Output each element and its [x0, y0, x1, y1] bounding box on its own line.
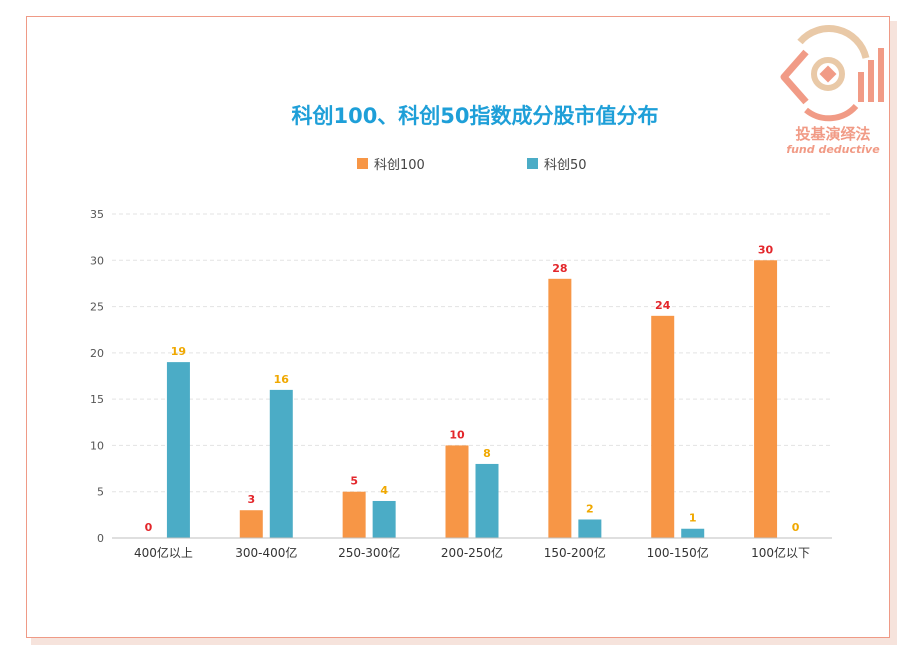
legend-item-ke50[interactable]: 科创50: [527, 154, 587, 173]
x-tick-label: 100亿以下: [751, 545, 810, 560]
data-label: 10: [449, 428, 465, 441]
x-tick-label: 100-150亿: [647, 545, 709, 560]
legend-swatch-ke100: [357, 158, 368, 169]
data-label: 8: [483, 447, 491, 460]
y-tick-label: 15: [90, 393, 104, 406]
legend-label-ke100: 科创100: [374, 158, 425, 173]
x-tick-label: 400亿以上: [134, 545, 193, 560]
y-tick-label: 5: [97, 486, 104, 499]
x-tick-label: 150-200亿: [544, 545, 606, 560]
data-label: 3: [247, 493, 255, 506]
bar: [445, 445, 469, 538]
bar: [681, 528, 705, 538]
x-tick-label: 250-300亿: [338, 545, 400, 560]
bar: [166, 362, 190, 538]
bar: [372, 500, 396, 538]
x-tick-label: 200-250亿: [441, 545, 503, 560]
bar: [269, 389, 293, 538]
data-label: 16: [274, 373, 290, 386]
y-tick-label: 20: [90, 347, 104, 360]
data-label: 4: [380, 484, 388, 497]
y-tick-label: 35: [90, 208, 104, 221]
legend-label-ke50: 科创50: [544, 158, 587, 173]
chart-title: 科创100、科创50指数成分股市值分布: [291, 104, 659, 128]
y-tick-label: 0: [97, 532, 104, 545]
y-tick-label: 25: [90, 301, 104, 314]
bar: [754, 260, 778, 538]
bar: [342, 491, 366, 538]
bar: [578, 519, 602, 538]
bar: [475, 463, 499, 538]
data-label: 19: [171, 345, 186, 358]
data-label: 5: [350, 475, 358, 488]
legend-swatch-ke50: [527, 158, 538, 169]
x-tick-label: 300-400亿: [235, 545, 297, 560]
watermark-text: 投基演绎法: [795, 125, 871, 143]
data-label: 24: [655, 299, 671, 312]
data-label: 2: [586, 502, 594, 515]
legend-item-ke100[interactable]: 科创100: [357, 154, 425, 173]
watermark-logo-icon: [780, 25, 884, 122]
bar: [548, 278, 572, 538]
bar: [651, 315, 675, 538]
data-label: 0: [792, 521, 800, 534]
watermark-subtext: fund deductive: [786, 143, 880, 156]
y-tick-label: 10: [90, 439, 104, 452]
data-label: 1: [689, 512, 697, 525]
data-label: 30: [758, 243, 774, 256]
y-tick-label: 30: [90, 254, 104, 267]
data-label: 28: [552, 262, 567, 275]
data-label: 0: [145, 521, 153, 534]
bar: [239, 510, 263, 538]
